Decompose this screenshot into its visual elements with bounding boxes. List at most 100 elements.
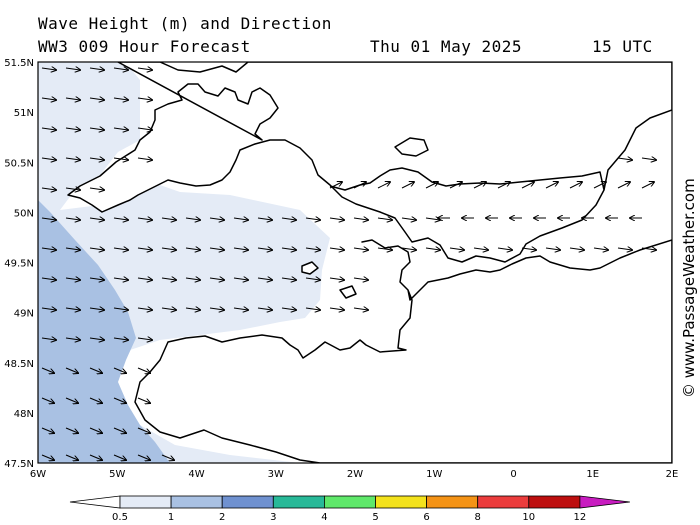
wave-arrow [281,218,296,220]
map-field [38,62,672,463]
wave-arrow [65,308,80,310]
wave-arrow [569,182,582,189]
wave-arrow [353,248,368,250]
forecast-date: Thu 01 May 2025 [370,37,522,56]
legend-label: 6 [423,512,429,523]
wave-arrow [161,308,176,310]
wave-arrow [641,248,656,250]
model-forecast-label: WW3 009 Hour Forecast [38,37,251,56]
wave-arrow [89,427,102,433]
wave-arrow [209,218,224,220]
wave-arrow [113,367,126,373]
wave-arrow [137,397,150,403]
legend-swatch [528,495,581,509]
wave-arrow [65,397,78,403]
wave-arrow [377,182,390,189]
wave-arrow [65,367,78,373]
legend-label: 8 [475,512,481,523]
wave-arrow [425,182,438,189]
wave-arrow [113,158,128,160]
wave-arrow [137,338,152,340]
latitude-label: 51.5N [4,58,34,69]
legend-low-triangle [69,495,121,509]
longitude-label: 3W [268,469,284,480]
legend-swatch [272,495,325,509]
wave-arrow [257,278,272,280]
latitude-label: 50.5N [4,158,34,169]
legend-label: 3 [270,512,276,523]
latitude-label: 47.5N [4,459,34,470]
wave-arrow [137,278,152,280]
wave-arrow [41,158,56,160]
wave-arrow [65,218,80,220]
wave-arrow [41,308,56,310]
wave-arrow [473,248,488,250]
wave-arrow [233,218,248,220]
wave-arrow [233,278,248,280]
wave-arrow [377,248,392,250]
latitude-label: 48.5N [4,359,34,370]
longitude-label: 6W [30,469,46,480]
wave-arrow [113,308,128,310]
longitude-label: 4W [188,469,204,480]
wave-arrow [89,367,102,373]
legend-label: 1 [168,512,174,523]
wave-arrow [305,248,320,250]
wave-arrow [89,397,102,403]
wave-arrow [41,397,54,403]
credit-watermark: © www.PassageWeather.com [680,178,698,398]
wave-arrow [353,278,368,280]
wave-arrow [65,338,80,340]
wave-arrow [569,248,584,250]
wave-arrow [41,278,56,280]
wave-arrow [41,98,56,100]
wave-arrow [185,248,200,250]
wave-arrow [65,278,80,280]
longitude-label: 1W [426,469,442,480]
wave-arrow [185,278,200,280]
wave-arrow [161,218,176,220]
wave-arrow [89,338,104,340]
wave-arrow [401,218,416,220]
wave-arrow [593,248,608,250]
wave-arrow [377,218,392,220]
wave-arrow [185,218,200,220]
legend-label: 12 [574,512,587,523]
wave-arrow [65,128,80,130]
wave-arrow [161,278,176,280]
wave-arrow [473,182,486,189]
wave-arrow [305,278,320,280]
latitude-label: 49N [14,309,34,320]
wave-arrow [41,68,56,70]
longitude-label: 2E [666,469,679,480]
legend-swatch [477,495,530,509]
wave-arrow [41,427,54,433]
wave-arrow [137,128,152,130]
wave-arrow [593,182,606,189]
wave-arrow [41,128,56,130]
wave-arrow [113,454,126,460]
wave-arrow [521,248,536,250]
legend-swatch [221,495,274,509]
latitude-label: 50N [14,208,34,219]
wave-arrow [89,188,104,190]
wave-arrow [257,248,272,250]
latitude-label: 51N [14,108,34,119]
wave-arrow [137,98,152,100]
wave-arrow [113,427,126,433]
wave-arrow [137,248,152,250]
wave-arrow [137,68,152,70]
wave-arrow [401,248,416,250]
wave-arrow [281,248,296,250]
legend-swatch [119,495,172,509]
wave-arrow [113,98,128,100]
legend-swatch [323,495,376,509]
wave-arrow [65,248,80,250]
wave-arrow [257,218,272,220]
wave-arrow [65,454,78,460]
wave-arrow [497,182,510,189]
wave-arrow [305,308,320,310]
wave-arrow [89,98,104,100]
wave-arrow [329,248,344,250]
